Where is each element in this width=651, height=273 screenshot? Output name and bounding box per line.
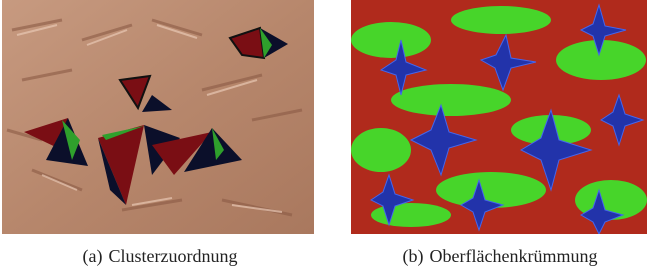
caption-text: Clusterzuordnung — [109, 246, 238, 266]
caption-text: Oberflächenkrümmung — [430, 246, 598, 266]
curvature-image — [351, 0, 647, 234]
caption-label: (a) — [83, 246, 103, 266]
caption-b: (b) Oberflächenkrümmung — [380, 246, 620, 267]
caption-a: (a) Clusterzuordnung — [60, 246, 260, 267]
page: (a) Clusterzuordnung (b) Oberflächenkrümmu… — [0, 0, 651, 273]
caption-label: (b) — [403, 246, 424, 266]
cluster-image — [2, 0, 314, 234]
